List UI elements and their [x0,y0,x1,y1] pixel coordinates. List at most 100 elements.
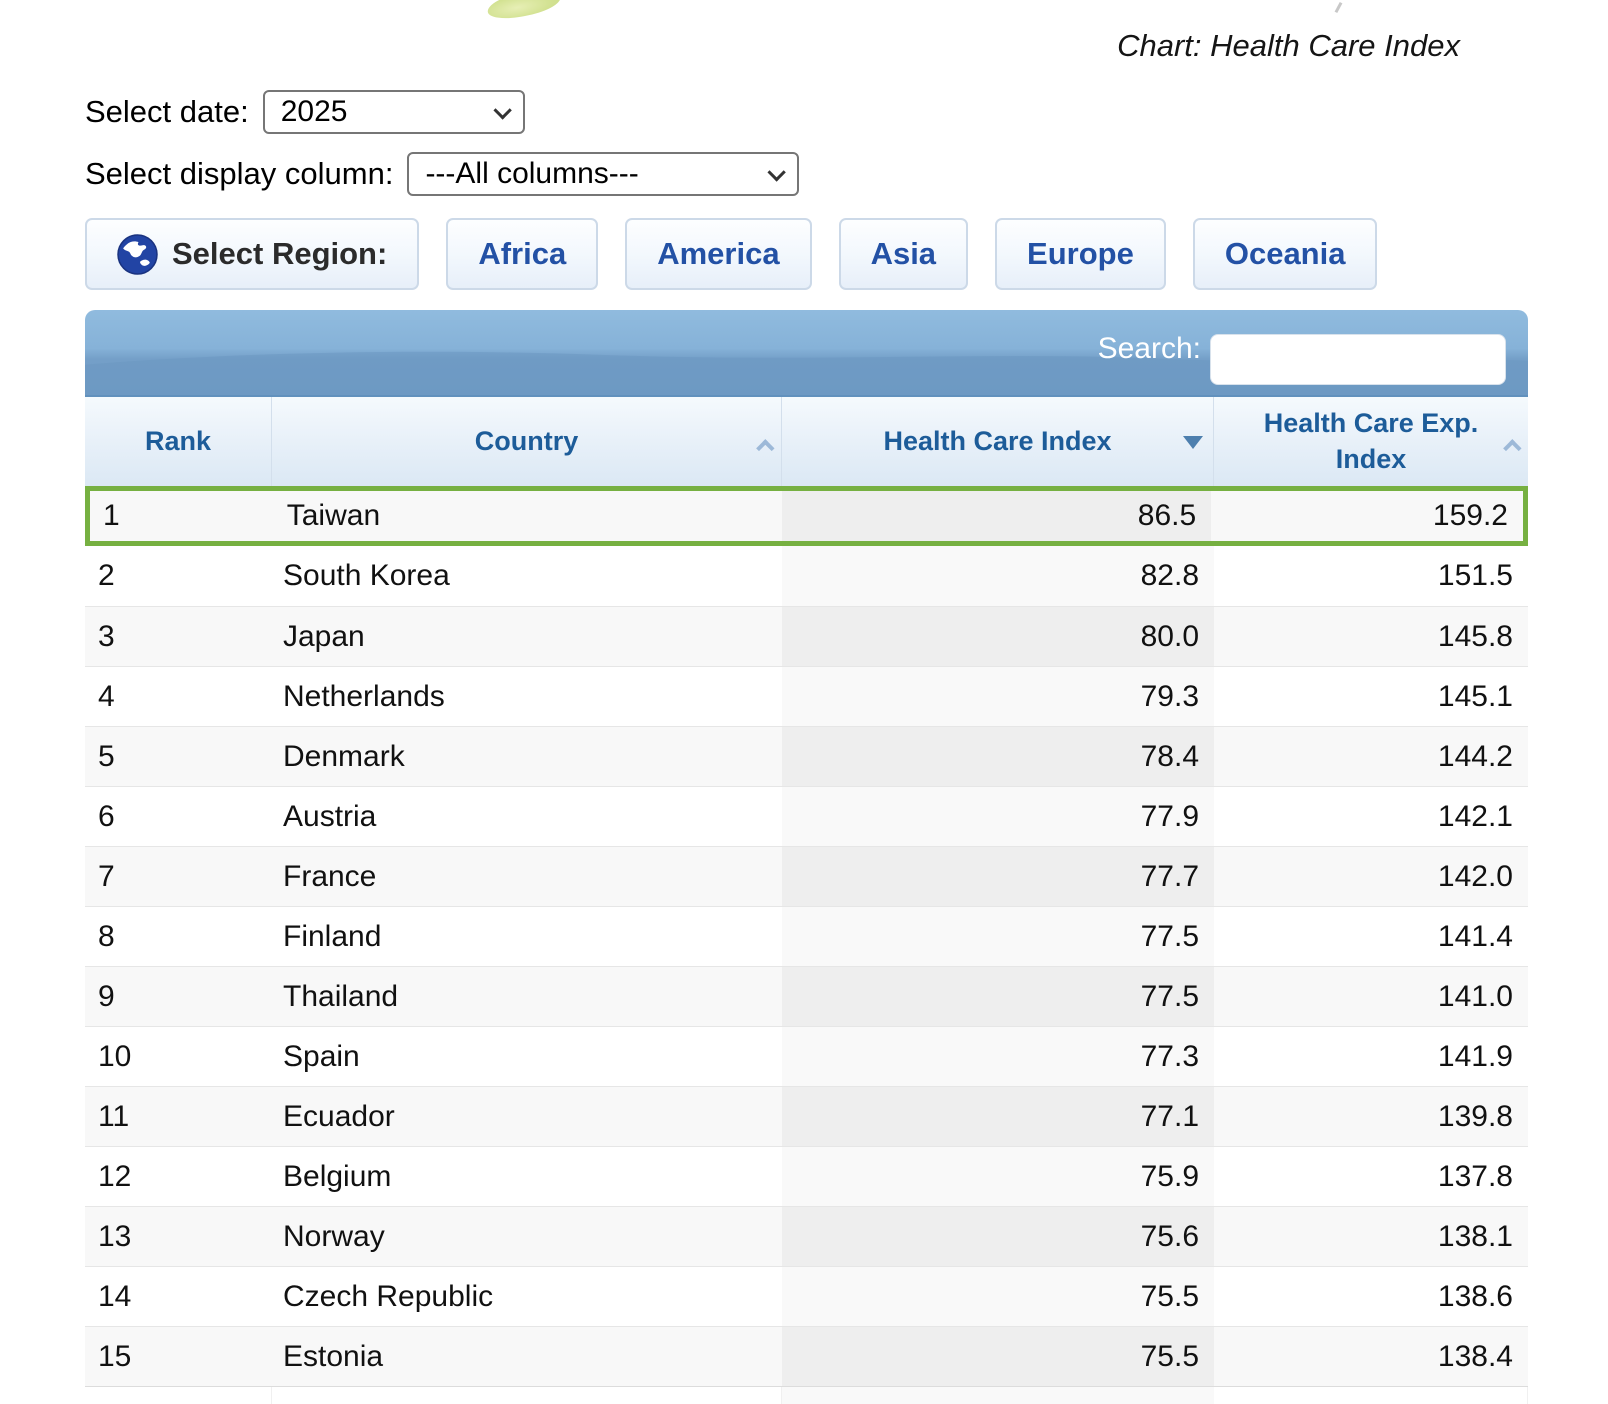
country-cell: Spain [283,1039,360,1073]
globe-icon [117,233,158,275]
select-date-control: Select date: 2025 [85,90,525,134]
country-cell: South Korea [283,559,450,592]
country-cell: Japan [283,619,365,653]
table-row[interactable]: 4 Netherlands 79.3 145.1 [85,666,1528,726]
rank-cell: 7 [98,859,115,893]
health-care-index-cell: 77.5 [782,967,1214,1026]
country-cell: Ecuador [283,1099,395,1133]
country-cell: Denmark [283,739,405,773]
country-cell: Taiwan [286,499,381,532]
table-row[interactable]: 6 Austria 77.9 142.1 [85,786,1528,846]
health-care-exp-index-cell: 141.0 [1437,979,1513,1013]
column-header-rank[interactable]: Rank [85,397,272,486]
ranking-table: Search: Rank Country Health Care Index H… [85,310,1528,1404]
select-column-value: ---All columns--- [425,157,639,190]
select-column-label: Select display column: [85,156,394,191]
map-fragment-image [485,0,563,23]
country-cell: Estonia [283,1339,384,1373]
region-button-america[interactable]: America [625,218,812,290]
health-care-index-cell: 77.9 [782,787,1214,846]
select-date-label: Select date: [85,94,249,129]
table-header-row: Rank Country Health Care Index Health Ca… [85,397,1528,486]
region-button-europe[interactable]: Europe [995,218,1166,290]
health-care-exp-index-cell: 137.8 [1437,1159,1513,1193]
table-row[interactable]: 3 Japan 80.0 145.8 [85,606,1528,666]
chart-title-link[interactable]: Chart: Health Care Index [1117,28,1460,63]
health-care-index-cell: 80.0 [782,607,1214,666]
column-header-health-care-exp-index[interactable]: Health Care Exp. Index [1214,397,1528,486]
rank-cell: 2 [98,559,115,592]
health-care-exp-index-cell: 145.8 [1437,619,1513,653]
table-row[interactable]: 12 Belgium 75.9 137.8 [85,1146,1528,1206]
health-care-index-cell: 75.5 [782,1327,1214,1386]
country-cell: Norway [283,1219,385,1253]
rank-cell: 8 [98,919,115,953]
sort-ascending-icon [756,438,775,458]
table-row[interactable]: 14 Czech Republic 75.5 138.6 [85,1266,1528,1326]
column-header-label: Health Care Index [883,425,1112,456]
rank-cell: 3 [98,619,115,653]
column-header-label: Rank [144,425,212,456]
table-row[interactable]: 9 Thailand 77.5 141.0 [85,966,1528,1026]
health-care-exp-index-cell: 144.2 [1437,739,1513,773]
rank-cell: 1 [103,499,120,532]
country-cell: Thailand [283,979,399,1013]
table-row[interactable]: 15 Estonia 75.5 138.4 [85,1326,1528,1386]
country-cell: Belgium [283,1159,392,1193]
health-care-exp-index-cell: 138.4 [1437,1339,1513,1373]
column-header-health-care-index[interactable]: Health Care Index [782,397,1214,486]
health-care-index-cell: 86.5 [782,491,1212,541]
select-region-button[interactable]: Select Region: [85,218,420,290]
health-care-index-cell: 77.7 [782,847,1214,906]
health-care-index-cell: 75.6 [782,1207,1214,1266]
health-care-exp-index-cell: 142.1 [1437,799,1513,833]
select-date-dropdown[interactable]: 2025 [262,90,525,134]
health-care-exp-index-cell: 142.0 [1437,859,1513,893]
partial-next-row [85,1386,1528,1404]
country-cell: Netherlands [283,679,445,713]
health-care-exp-index-cell: 141.4 [1437,919,1513,953]
table-row[interactable]: 1 Taiwan 86.5 159.2 [85,486,1528,546]
rank-cell: 13 [98,1219,132,1253]
health-care-exp-index-cell: 159.2 [1432,499,1508,532]
region-button-oceania[interactable]: Oceania [1192,218,1378,290]
chevron-down-icon [767,162,787,182]
region-button-label: Asia [870,236,937,271]
region-button-africa[interactable]: Africa [446,218,599,290]
sort-descending-icon [1183,435,1203,449]
table-row[interactable]: 5 Denmark 78.4 144.2 [85,726,1528,786]
region-button-asia[interactable]: Asia [838,218,969,290]
column-header-country[interactable]: Country [272,397,782,486]
health-care-exp-index-cell: 141.9 [1437,1039,1513,1073]
table-row[interactable]: 2 South Korea 82.8 151.5 [85,546,1528,606]
search-input[interactable] [1210,334,1506,385]
table-row[interactable]: 7 France 77.7 142.0 [85,846,1528,906]
table-row[interactable]: 8 Finland 77.5 141.4 [85,906,1528,966]
table-search-toolbar: Search: [85,310,1528,397]
health-care-index-cell: 75.9 [782,1147,1214,1206]
table-row[interactable]: 13 Norway 75.6 138.1 [85,1206,1528,1266]
country-cell: Czech Republic [283,1279,494,1313]
region-button-label: America [657,236,780,271]
select-column-dropdown[interactable]: ---All columns--- [407,152,800,196]
table-row[interactable]: 11 Ecuador 77.1 139.8 [85,1086,1528,1146]
rank-cell: 14 [98,1279,132,1313]
table-body: 1 Taiwan 86.5 159.2 2 South Korea 82.8 1… [85,486,1528,1386]
health-care-index-cell: 82.8 [782,546,1214,606]
country-cell: Austria [283,799,377,833]
health-care-exp-index-cell: 138.6 [1437,1279,1513,1313]
health-care-index-cell: 77.3 [782,1027,1214,1086]
rank-cell: 6 [98,799,115,833]
country-cell: France [283,859,377,893]
rank-cell: 11 [98,1099,130,1133]
country-cell: Finland [283,919,382,953]
column-header-label: Country [474,425,579,456]
rank-cell: 10 [98,1039,132,1073]
health-care-index-cell: 79.3 [782,667,1214,726]
region-button-label: Europe [1027,236,1134,271]
health-care-index-cell: 78.4 [782,727,1214,786]
toolbar-wave-decoration [85,351,1528,395]
select-region-label: Select Region: [172,236,388,271]
health-care-exp-index-cell: 145.1 [1437,679,1513,713]
table-row[interactable]: 10 Spain 77.3 141.9 [85,1026,1528,1086]
